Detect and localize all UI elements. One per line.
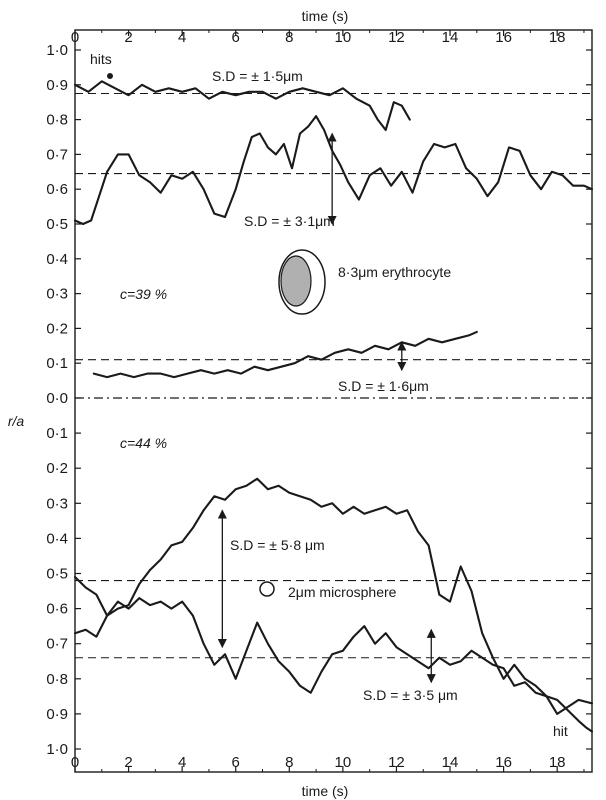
y-tick-label-upper: 0·5 xyxy=(46,216,68,233)
x-tick-label-bottom: 10 xyxy=(335,754,352,771)
y-tick-label-upper: 0·8 xyxy=(46,112,68,129)
hit-label: hit xyxy=(553,723,568,739)
x-tick-label-top: 0 xyxy=(71,29,79,46)
y-tick-label-lower: 1·0 xyxy=(46,741,68,758)
y-axis-title: r/a xyxy=(8,413,25,429)
x-tick-label-bottom: 16 xyxy=(495,754,512,771)
x-tick-label-bottom: 2 xyxy=(124,754,132,771)
y-tick-label-upper: 0·7 xyxy=(46,146,68,163)
hits-label: hits xyxy=(90,51,112,67)
x-tick-label-bottom: 4 xyxy=(178,754,186,771)
sd-label-3: S.D = ± 1·6μm xyxy=(338,378,429,394)
x-tick-label-top: 16 xyxy=(495,29,512,46)
x-tick-label-top: 8 xyxy=(285,29,293,46)
x-tick-label-bottom: 12 xyxy=(388,754,405,771)
hit-dot xyxy=(107,73,113,79)
x-tick-label-top: 10 xyxy=(335,29,352,46)
x-tick-label-top: 18 xyxy=(549,29,566,46)
y-tick-label-lower: 0·6 xyxy=(46,601,68,618)
sd-label-2: S.D = ± 3·1μm xyxy=(244,213,335,229)
x-axis-top: 0 2 4 6 8 10 12 14 16 18 xyxy=(71,29,585,46)
x-tick-label-bottom: 8 xyxy=(285,754,293,771)
x-tick-label-bottom: 14 xyxy=(442,754,459,771)
concentration-label-1: c=39 % xyxy=(120,286,167,302)
x-tick-label-bottom: 6 xyxy=(232,754,240,771)
microsphere-label: 2μm microsphere xyxy=(288,584,397,600)
x-tick-label-top: 4 xyxy=(178,29,186,46)
y-tick-label-upper: 0·6 xyxy=(46,181,68,198)
y-tick-label-lower: 0·9 xyxy=(46,706,68,723)
erythrocyte-label: 8·3μm erythrocyte xyxy=(338,264,451,280)
x-tick-label-top: 12 xyxy=(388,29,405,46)
y-tick-label-lower: 0·3 xyxy=(46,495,68,512)
y-tick-label-lower: 0·8 xyxy=(46,671,68,688)
x-axis-bottom: 0 2 4 6 8 10 12 14 16 18 xyxy=(71,754,585,772)
chart-frame xyxy=(74,29,593,773)
y-tick-label-upper: 0·0 xyxy=(46,390,68,407)
x-axis-title-top: time (s) xyxy=(302,8,349,24)
y-tick-label-upper: 0·9 xyxy=(46,77,68,94)
annotations: time (s) time (s) r/a hits hit S.D = ± 1… xyxy=(8,8,568,799)
trace-line xyxy=(73,477,594,715)
concentration-label-2: c=44 % xyxy=(120,435,167,451)
y-tick-label-upper: 1·0 xyxy=(46,42,68,59)
mean-lines xyxy=(75,92,592,659)
y-tick-label-upper: 0·3 xyxy=(46,286,68,303)
x-tick-label-top: 2 xyxy=(124,29,132,46)
y-tick-label-lower: 0·4 xyxy=(46,530,68,547)
erythrocyte-icon xyxy=(278,249,326,315)
plot-border xyxy=(74,29,593,773)
y-tick-label-lower: 0·7 xyxy=(46,636,68,653)
x-tick-label-top: 14 xyxy=(442,29,459,46)
sd-label-4: S.D = ± 5·8 μm xyxy=(230,537,325,553)
x-tick-label-bottom: 0 xyxy=(71,754,79,771)
trace-line xyxy=(73,597,594,733)
y-tick-label-lower: 0·1 xyxy=(46,425,68,442)
sd-label-1: S.D = ± 1·5μm xyxy=(212,68,303,84)
trace-line xyxy=(92,330,478,379)
x-tick-label-bottom: 18 xyxy=(549,754,566,771)
sd-label-5: S.D = ± 3·5 μm xyxy=(363,687,458,703)
microsphere-icon xyxy=(259,581,275,597)
y-tick-label-upper: 0·1 xyxy=(46,355,68,372)
trace-line xyxy=(73,115,594,226)
x-axis-title-bottom: time (s) xyxy=(302,783,349,799)
y-tick-label-upper: 0·2 xyxy=(46,320,68,337)
series-group xyxy=(73,80,594,733)
x-tick-label-top: 6 xyxy=(232,29,240,46)
trace-line xyxy=(73,80,411,132)
y-axis: 1·0 0·9 0·8 0·7 0·6 0·5 0·4 0·3 0·2 0·1 0·0 0·1 0·2 0… xyxy=(46,42,592,758)
y-tick-label-lower: 0·2 xyxy=(46,460,68,477)
y-tick-label-upper: 0·4 xyxy=(46,251,68,268)
y-tick-label-lower: 0·5 xyxy=(46,566,68,583)
sd-arrows xyxy=(217,132,436,684)
